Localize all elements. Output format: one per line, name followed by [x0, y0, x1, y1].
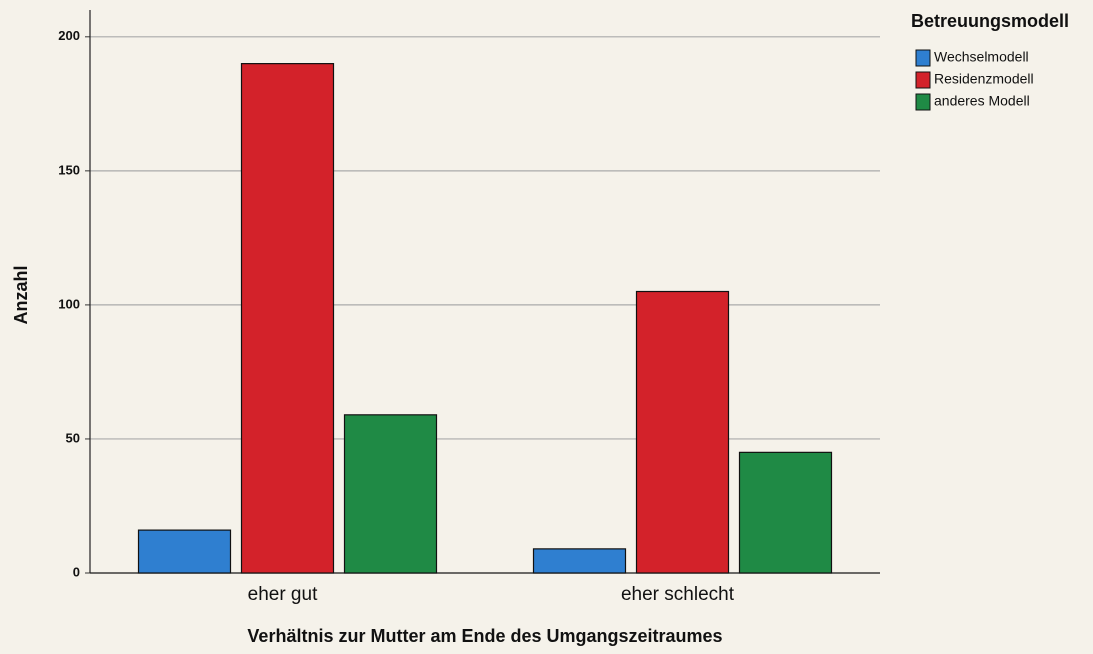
bar [532, 548, 627, 574]
legend-label: Wechselmodell [934, 49, 1029, 65]
legend-title: Betreuungsmodell [911, 11, 1069, 31]
x-tick-label: eher gut [248, 584, 318, 605]
bar [240, 63, 335, 574]
y-tick-label: 0 [73, 564, 80, 579]
legend-label: anderes Modell [934, 93, 1030, 109]
y-tick-label: 150 [58, 162, 80, 177]
bar [635, 290, 730, 574]
y-tick-label: 200 [58, 28, 80, 43]
bar [137, 529, 232, 574]
y-tick-label: 100 [58, 296, 80, 311]
bar [343, 414, 438, 574]
x-tick-label: eher schlecht [621, 584, 735, 605]
legend-label: Residenzmodell [934, 71, 1034, 87]
x-axis-title: Verhältnis zur Mutter am Ende des Umgang… [247, 626, 722, 646]
legend-swatch [915, 93, 931, 111]
y-axis-title: Anzahl [11, 265, 31, 324]
y-tick-label: 50 [66, 430, 80, 445]
legend-swatch [915, 49, 931, 67]
bar [738, 451, 833, 574]
legend-swatch [915, 71, 931, 89]
